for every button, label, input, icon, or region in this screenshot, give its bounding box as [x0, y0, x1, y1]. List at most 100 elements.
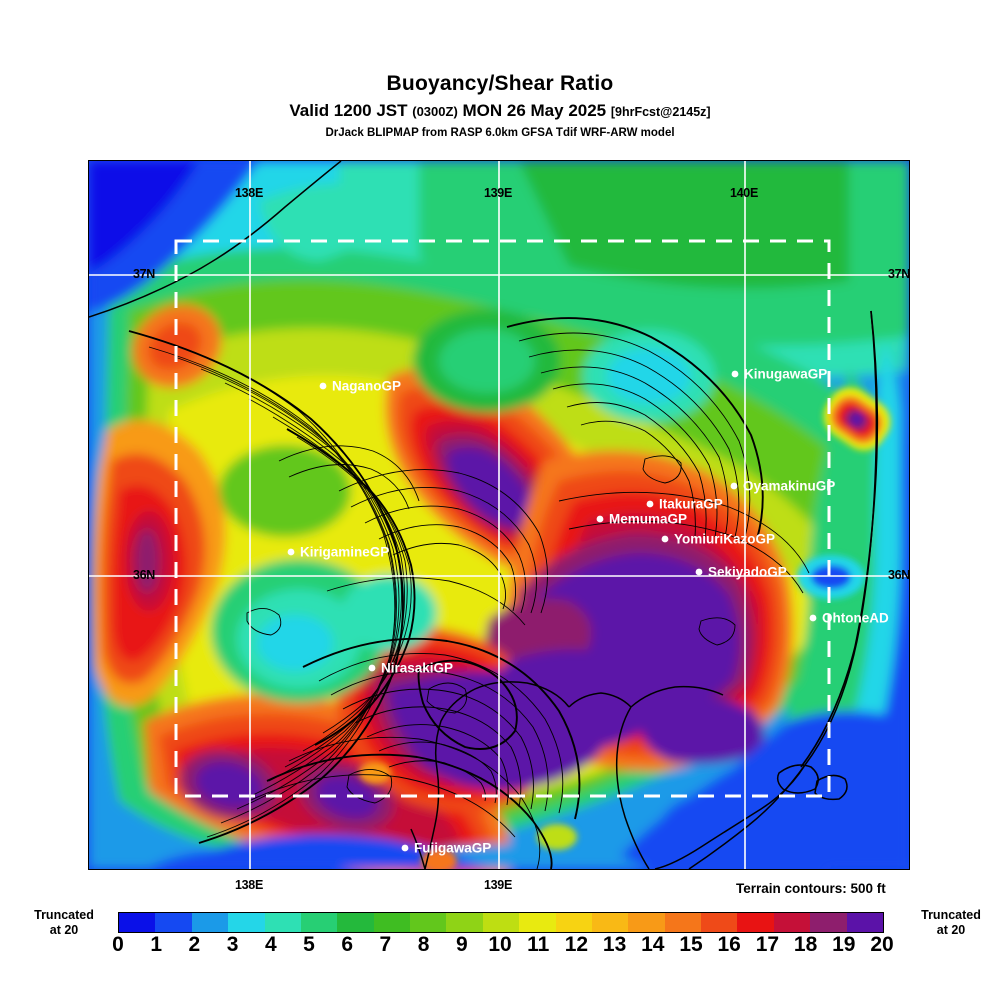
station-label: SekiyadoGP — [708, 565, 787, 580]
colorbar-swatch-19 — [810, 913, 847, 932]
colorbar-swatch-15 — [664, 913, 701, 932]
station-marker-icon — [319, 382, 327, 390]
colorbar-swatch-8 — [410, 913, 447, 932]
colorbar-tick-13: 13 — [602, 933, 627, 956]
lat-tick-right-36n: 36N — [888, 568, 911, 582]
colorbar-tick-19: 19 — [832, 933, 856, 956]
colorbar-swatch-1 — [155, 913, 192, 932]
colorbar-tick-10: 10 — [488, 933, 512, 956]
colorbar-swatch-14 — [628, 913, 665, 932]
colorbar-swatch-16 — [701, 913, 738, 932]
station-FujigawaGP[interactable]: FujigawaGP — [401, 841, 492, 856]
station-label: OhtoneAD — [822, 611, 889, 626]
station-KirigamineGP[interactable]: KirigamineGP — [287, 545, 390, 560]
station-marker-icon — [368, 664, 376, 672]
colorbar-swatch-3 — [228, 913, 265, 932]
station-label: MemumaGP — [609, 512, 687, 527]
lon-tick-bottom-0: 138E — [235, 878, 263, 892]
chart-title-block: Buoyancy/Shear Ratio Valid 1200 JST (030… — [0, 0, 1000, 140]
colorbar-tick-3: 3 — [226, 933, 239, 956]
lon-tick-top-0: 138E — [235, 186, 263, 200]
valid-time-utc: (0300Z) — [412, 104, 458, 119]
map-canvas: NaganoGP KinugawaGP OyamakinuGP ItakuraGP Me… — [89, 161, 909, 869]
colorbar-tick-12: 12 — [564, 933, 589, 956]
buoyancy-shear-ratio-field — [89, 161, 909, 869]
forecast-tag: [9hrFcst@2145z] — [610, 105, 711, 119]
station-SekiyadoGP[interactable]: SekiyadoGP — [695, 565, 787, 580]
station-YomiuriKazoGP[interactable]: YomiuriKazoGP — [661, 532, 775, 547]
colorbar-tick-18: 18 — [793, 933, 818, 956]
colorbar-tick-labels: 0 1 2 3 4 5 6 7 8 9 10 11 12 13 14 15 16 17 18 19 20 — [112, 932, 894, 960]
station-label: YomiuriKazoGP — [674, 532, 775, 547]
colorbar-swatch-12 — [555, 913, 592, 932]
colorbar-swatch-17 — [737, 913, 774, 932]
colorbar-swatch-9 — [446, 913, 483, 932]
colorbar-tick-4: 4 — [264, 933, 277, 956]
lon-tick-top-2: 140E — [730, 186, 758, 200]
lat-tick-right-37n: 37N — [888, 267, 911, 281]
colorbar-tick-14: 14 — [641, 933, 665, 956]
colorbar-tick-8: 8 — [417, 933, 430, 956]
subdomain-dashed-box — [174, 239, 831, 798]
colorbar-tick-7: 7 — [379, 933, 392, 956]
station-marker-icon — [596, 515, 604, 523]
station-label: NaganoGP — [332, 379, 401, 394]
lon-tick-top-1: 139E — [484, 186, 512, 200]
colorbar-tick-17: 17 — [755, 933, 780, 956]
station-marker-icon — [401, 844, 409, 852]
colorbar-swatch-10 — [482, 913, 520, 932]
truncated-left-line1: Truncated — [34, 908, 94, 922]
station-ItakuraGP[interactable]: ItakuraGP — [646, 497, 723, 512]
map-grid-overlay — [89, 161, 909, 869]
station-marker-icon — [809, 614, 817, 622]
station-label: FujigawaGP — [414, 841, 491, 856]
colorbar-tick-6: 6 — [341, 933, 354, 956]
colorbar-swatch-6 — [337, 913, 374, 932]
station-KinugawaGP[interactable]: KinugawaGP — [731, 367, 828, 382]
colorbar-tick-1: 1 — [150, 933, 163, 956]
graticule-lines — [89, 161, 909, 869]
truncated-right-line1: Truncated — [921, 908, 981, 922]
colorbar-swatch-5 — [300, 913, 338, 932]
colorbar-swatch-11 — [519, 913, 556, 932]
station-NirasakiGP[interactable]: NirasakiGP — [368, 661, 453, 676]
colorbar-legend: Truncated at 20 0 1 2 3 4 5 6 7 8 9 10 11 12 13 14 15 16… — [0, 905, 1000, 965]
valid-time-date: MON 26 May 2025 — [457, 101, 611, 120]
station-label: OyamakinuGP — [743, 479, 835, 494]
station-label: NirasakiGP — [381, 661, 453, 676]
station-label: KinugawaGP — [744, 367, 827, 382]
colorbar-swatch-18 — [773, 913, 811, 932]
colorbar-tick-0: 0 — [112, 933, 124, 956]
colorbar-tick-16: 16 — [717, 933, 741, 956]
colorbar-swatch-0 — [119, 913, 156, 932]
station-OhtoneAD[interactable]: OhtoneAD — [809, 611, 889, 626]
truncated-left-line2: at 20 — [49, 923, 79, 937]
station-marker-icon — [731, 370, 739, 378]
station-marker-icon — [646, 500, 654, 508]
station-marker-icon — [695, 568, 703, 576]
lat-tick-left-36n: 36N — [133, 568, 156, 582]
station-label: KirigamineGP — [300, 545, 389, 560]
station-marker-icon — [730, 482, 738, 490]
station-MemumaGP[interactable]: MemumaGP — [596, 512, 687, 527]
lon-tick-bottom-1: 139E — [484, 878, 512, 892]
station-labels-layer: NaganoGP KinugawaGP OyamakinuGP ItakuraGPMe… — [287, 367, 889, 856]
page-title: Buoyancy/Shear Ratio — [386, 72, 614, 95]
colorbar-swatches — [118, 912, 884, 933]
colorbar-swatch-7 — [373, 913, 410, 932]
truncated-right-line2: at 20 — [936, 923, 966, 937]
station-marker-icon — [661, 535, 669, 543]
station-label: ItakuraGP — [659, 497, 723, 512]
model-subtitle: DrJack BLIPMAP from RASP 6.0km GFSA Tdif… — [325, 127, 675, 139]
colorbar-swatch-4 — [264, 913, 301, 932]
truncated-right-note: Truncated at 20 — [905, 908, 997, 938]
colorbar-tick-15: 15 — [679, 933, 703, 956]
lat-tick-left-37n: 37N — [133, 267, 156, 281]
station-NaganoGP[interactable]: NaganoGP — [319, 379, 401, 394]
colorbar-tick-9: 9 — [455, 933, 468, 956]
valid-time-line: Valid 1200 JST (0300Z) MON 26 May 2025 [… — [0, 102, 1000, 121]
station-OyamakinuGP[interactable]: OyamakinuGP — [730, 479, 836, 494]
forecast-map[interactable]: NaganoGP KinugawaGP OyamakinuGP ItakuraGP Me… — [88, 160, 910, 870]
terrain-contours-note: Terrain contours: 500 ft — [736, 881, 886, 896]
colorbar-swatch-20 — [846, 913, 883, 932]
